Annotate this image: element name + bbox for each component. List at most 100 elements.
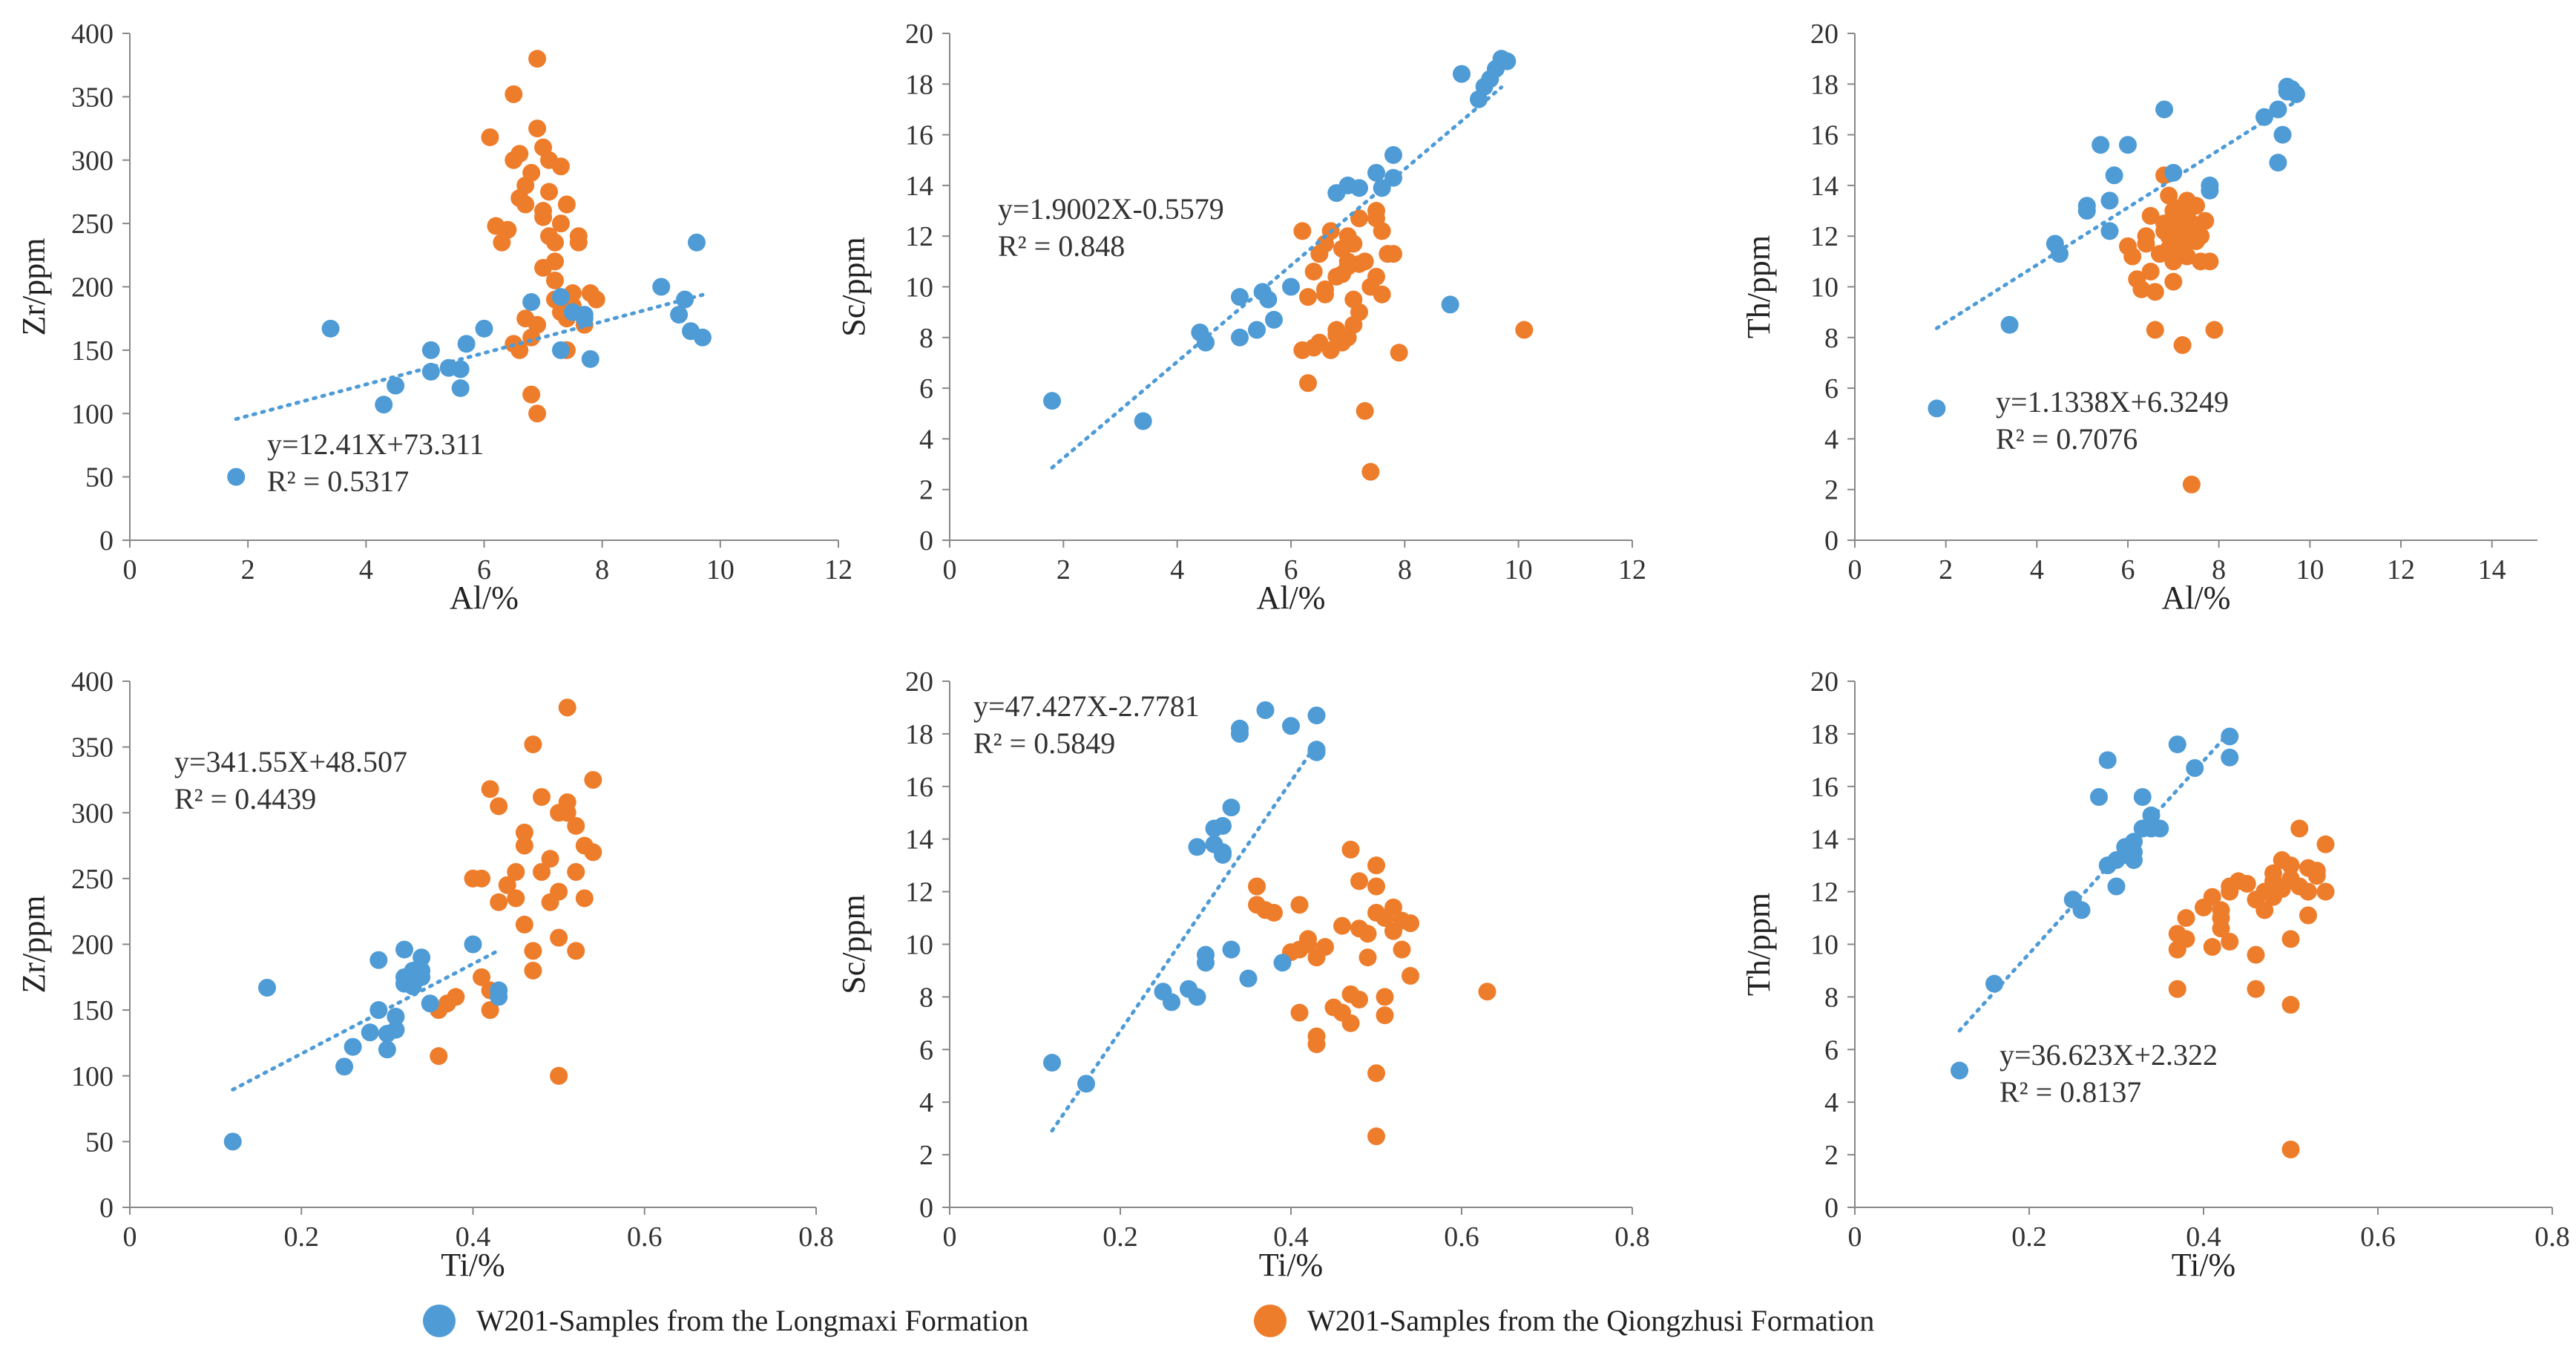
- longmaxi-point: [1077, 1075, 1095, 1093]
- qiongzhusi-point: [2264, 872, 2282, 890]
- y-tick-label: 20: [905, 666, 933, 698]
- r-squared: R² = 0.4439: [174, 782, 316, 816]
- qiongzhusi-point: [2123, 247, 2142, 266]
- longmaxi-point: [335, 1057, 354, 1076]
- qiongzhusi-point: [2132, 280, 2151, 298]
- longmaxi-point: [395, 940, 413, 959]
- qiongzhusi-point: [1299, 288, 1317, 306]
- qiongzhusi-point: [584, 770, 602, 789]
- longmaxi-point: [451, 379, 470, 398]
- qiongzhusi-point: [2221, 877, 2239, 896]
- qiongzhusi-point: [481, 780, 499, 798]
- x-axis-label: Al/%: [2162, 580, 2231, 616]
- longmaxi-point: [1231, 288, 1249, 306]
- longmaxi-point: [693, 328, 712, 347]
- x-tick-label: 12: [1618, 554, 1646, 585]
- y-tick-label: 0: [1824, 525, 1839, 557]
- x-tick-label: 10: [1505, 554, 1533, 585]
- longmaxi-point: [2072, 901, 2091, 919]
- x-tick-label: 12: [2387, 554, 2415, 585]
- y-tick-label: 300: [71, 145, 114, 177]
- qiongzhusi-point: [2221, 932, 2239, 951]
- trend-equation: y=12.41X+73.311: [267, 427, 484, 461]
- y-tick-label: 350: [71, 732, 114, 764]
- x-tick-label: 0: [943, 554, 957, 585]
- qiongzhusi-point: [505, 85, 523, 103]
- longmaxi-point: [490, 988, 508, 1006]
- qiongzhusi-point: [1367, 1127, 1385, 1146]
- qiongzhusi-point: [551, 214, 570, 233]
- longmaxi-point: [1222, 798, 1241, 817]
- y-tick-label: 400: [71, 19, 114, 50]
- qiongzhusi-point: [546, 271, 564, 289]
- qiongzhusi-point: [1367, 1064, 1385, 1083]
- y-axis-label: Zr/ppm: [16, 896, 52, 994]
- trend-equation: y=1.1338X+6.3249: [1996, 385, 2229, 419]
- qiongzhusi-point: [528, 404, 547, 423]
- qiongzhusi-point: [575, 889, 594, 908]
- longmaxi-point: [2168, 735, 2186, 754]
- longmaxi-point: [1259, 290, 1278, 309]
- x-tick-label: 0.2: [1103, 1221, 1138, 1253]
- r-squared: R² = 0.5849: [973, 726, 1115, 760]
- qiongzhusi-point: [2281, 856, 2300, 875]
- x-tick-label: 0.4: [1273, 1221, 1309, 1253]
- y-tick-label: 16: [1810, 120, 1839, 151]
- qiongzhusi-point: [528, 50, 547, 68]
- longmaxi-point: [551, 341, 570, 359]
- y-tick-label: 250: [71, 864, 114, 895]
- longmaxi-point: [387, 1020, 405, 1039]
- qiongzhusi-point: [1333, 916, 1351, 935]
- y-tick-label: 14: [1810, 824, 1839, 856]
- qiongzhusi-point: [2205, 321, 2224, 339]
- longmaxi-point: [1197, 954, 1215, 972]
- qiongzhusi-point: [2173, 336, 2192, 355]
- qiongzhusi-point: [1384, 245, 1402, 263]
- x-tick-label: 0.4: [2186, 1221, 2221, 1253]
- y-tick-label: 8: [919, 982, 933, 1013]
- qiongzhusi-point: [1344, 315, 1363, 334]
- qiongzhusi-point: [541, 850, 559, 868]
- longmaxi-point: [1248, 321, 1266, 339]
- qiongzhusi-point: [1338, 252, 1357, 271]
- y-tick-label: 6: [1824, 373, 1839, 404]
- qiongzhusi-point: [1358, 948, 1377, 967]
- qiongzhusi-point: [2137, 234, 2155, 253]
- longmaxi-point: [1985, 974, 2003, 993]
- y-tick-label: 12: [905, 221, 933, 252]
- y-tick-label: 200: [71, 930, 114, 961]
- y-tick-label: 4: [1824, 424, 1839, 455]
- longmaxi-point: [344, 1037, 362, 1056]
- y-tick-label: 16: [1810, 772, 1839, 803]
- qiongzhusi-point: [447, 988, 465, 1006]
- qiongzhusi-point: [1290, 1003, 1309, 1022]
- y-tick-label: 250: [71, 209, 114, 240]
- qiongzhusi-point: [1265, 903, 1283, 922]
- longmaxi-point: [2092, 136, 2110, 154]
- qiongzhusi-point: [587, 290, 605, 309]
- longmaxi-point: [1951, 1061, 1968, 1080]
- qiongzhusi-point: [2299, 906, 2317, 925]
- longmaxi-point: [2090, 787, 2108, 806]
- legend-marker: [1254, 1305, 1287, 1337]
- longmaxi-point: [1222, 940, 1241, 959]
- x-axis-label: Ti/%: [441, 1247, 505, 1283]
- longmaxi-point: [1134, 412, 1152, 430]
- longmaxi-point: [1043, 1054, 1061, 1072]
- longmaxi-point: [1282, 278, 1300, 296]
- x-tick-label: 10: [706, 554, 735, 585]
- qiongzhusi-point: [1367, 856, 1385, 875]
- qiongzhusi-point: [473, 968, 491, 986]
- longmaxi-point: [2273, 125, 2292, 144]
- chart-6: 0 2 4 6 8 10 12 14 16 18 20 0 0.2 0.4 0.6 0.8 Ti/% Th/ppm…: [1741, 666, 2570, 1283]
- x-tick-label: 8: [595, 554, 609, 585]
- y-axis-label: Zr/ppm: [16, 238, 52, 336]
- y-tick-label: 20: [1810, 666, 1839, 698]
- qiongzhusi-point: [2247, 945, 2265, 964]
- longmaxi-point: [1367, 163, 1385, 182]
- longmaxi-point: [2098, 751, 2117, 770]
- longmaxi-point: [475, 319, 493, 338]
- longmaxi-point: [2051, 245, 2069, 263]
- qiongzhusi-point: [2160, 186, 2178, 205]
- qiongzhusi-point: [558, 804, 576, 822]
